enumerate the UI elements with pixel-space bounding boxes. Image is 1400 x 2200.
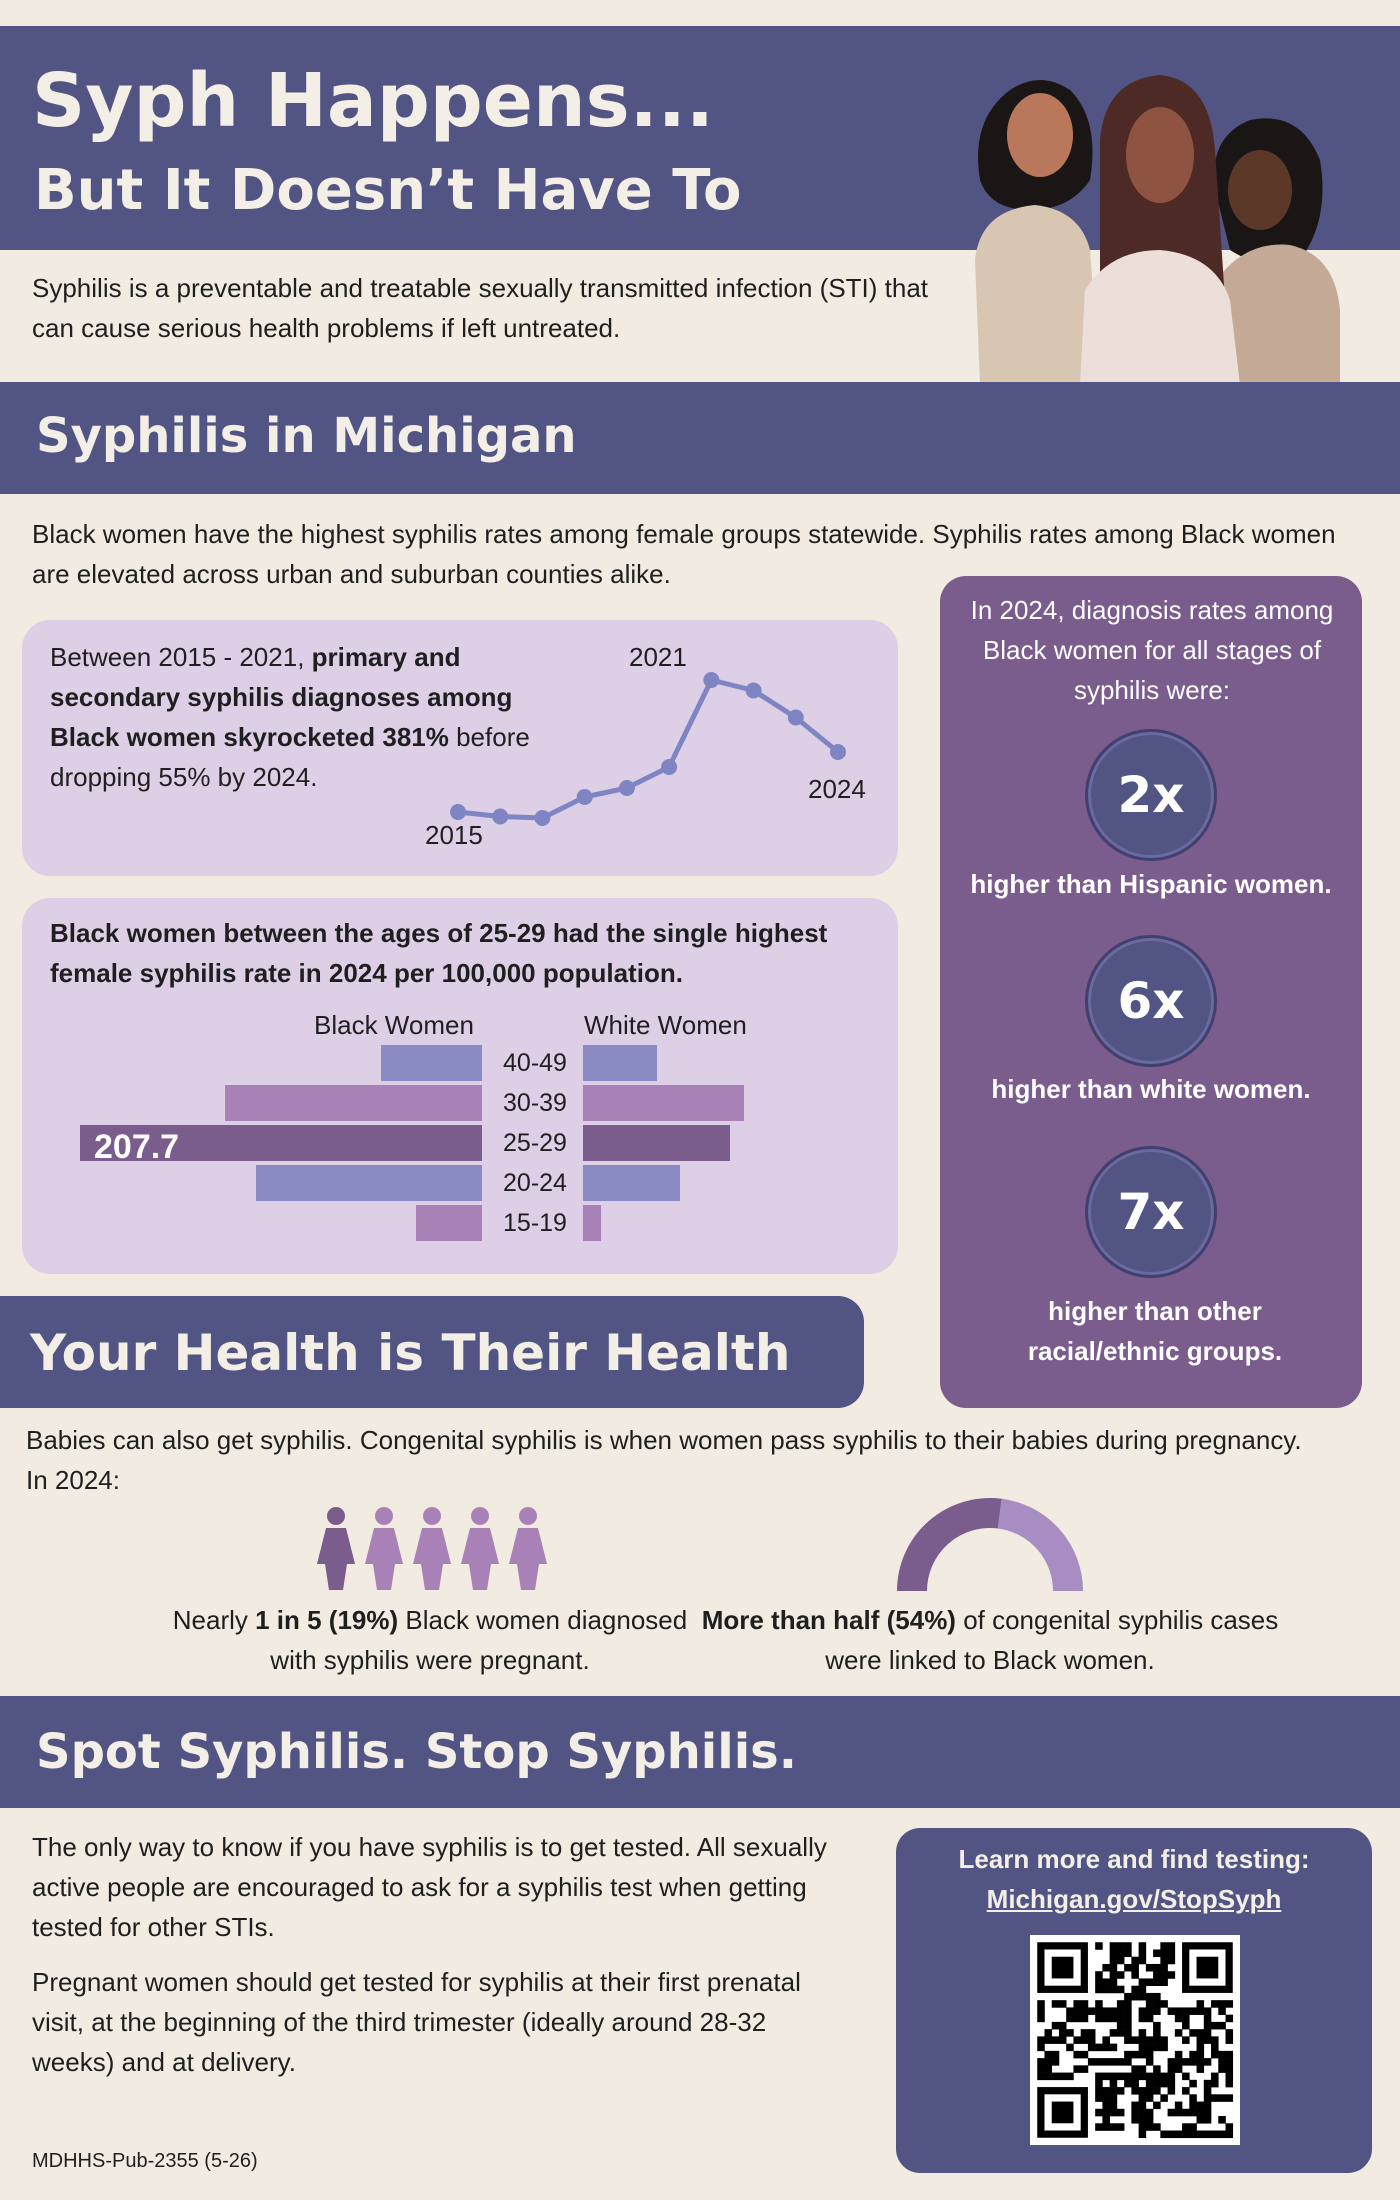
qr-code-pattern	[1037, 1942, 1234, 2139]
congenital-stat-post: of congenital syphilis cases were linked…	[825, 1605, 1279, 1675]
trend-label-2021: 2021	[629, 642, 687, 672]
testing-link[interactable]: Michigan.gov/StopSyph	[986, 1884, 1282, 1914]
age-label-15-19: 15-19	[503, 1209, 567, 1237]
congenital-half-donut	[897, 1498, 1083, 1592]
trend-line-chart	[450, 672, 846, 826]
trend-point-2019	[618, 780, 635, 796]
trend-point-2023	[787, 709, 804, 726]
bar-white-30-39	[583, 1085, 744, 1121]
health-heading: Your Health is Their Health	[30, 1324, 791, 1382]
page-subtitle: But It Doesn’t Have To	[34, 158, 742, 223]
bar-black-40-49	[381, 1045, 482, 1081]
michigan-heading: Syphilis in Michigan	[36, 408, 577, 464]
trend-label-2024: 2024	[808, 774, 866, 804]
health-intro: Babies can also get syphilis. Congenital…	[26, 1425, 1302, 1495]
congenital-stat: More than half (54%) of congenital syphi…	[700, 1600, 1280, 1680]
bar-white-40-49	[583, 1045, 657, 1081]
stat-7x-label: higher than other racial/ethnic groups.	[1027, 1296, 1283, 1366]
trend-text-pre: Between 2015 - 2021,	[50, 642, 312, 672]
stat-2x-label: higher than Hispanic women.	[970, 869, 1332, 899]
bar-black-20-24	[255, 1165, 482, 1201]
bar-white-15-19	[583, 1205, 602, 1241]
trend-point-2018	[576, 789, 593, 805]
stat-6x-badge: 6x	[1085, 935, 1217, 1067]
trend-label-2015: 2015	[425, 820, 483, 850]
stat-2x-badge: 2x	[1085, 729, 1217, 861]
bar-white-25-29	[583, 1125, 731, 1161]
stat-7x-badge: 7x	[1085, 1146, 1217, 1278]
pregnant-stat-pre: Nearly	[172, 1605, 256, 1635]
congenital-stat-bold: More than half (54%)	[701, 1605, 956, 1635]
pregnant-stat-bold: 1 in 5 (19%)	[255, 1605, 399, 1635]
bar-black-30-39	[224, 1085, 482, 1121]
bar-white-20-24	[583, 1165, 680, 1201]
trend-point-2017	[534, 810, 551, 826]
bar-black-25-29	[80, 1125, 482, 1161]
rates-intro: In 2024, diagnosis rates among Black wom…	[970, 595, 1334, 705]
pregnant-stat: Nearly 1 in 5 (19%) Black women diagnose…	[170, 1600, 690, 1680]
qr-code[interactable]	[1030, 1935, 1240, 2145]
trend-line	[457, 677, 840, 821]
trend-point-2022	[745, 682, 762, 699]
spot-paragraph-2: Pregnant women should get tested for syp…	[32, 1967, 801, 2077]
spot-band: Spot Syphilis. Stop Syphilis.	[0, 1696, 1400, 1808]
intro-text: Syphilis is a preventable and treatable …	[32, 273, 929, 343]
trend-point-2016	[492, 808, 509, 825]
page-title: Syph Happens...	[32, 58, 715, 144]
women-illustration	[975, 75, 1340, 385]
women-icon-row	[310, 1506, 560, 1595]
pregnant-stat-post: Black women diagnosed with syphilis were…	[270, 1605, 688, 1675]
donut-black-share	[897, 1498, 1002, 1592]
donut-other-share	[997, 1498, 1083, 1592]
age-label-25-29: 25-29	[503, 1129, 567, 1157]
trend-point-2021	[703, 672, 720, 688]
trend-text: Between 2015 - 2021, primary and seconda…	[50, 637, 540, 797]
trend-point-2015	[450, 804, 466, 820]
trend-text-post: before dropping 55% by 2024.	[50, 722, 530, 792]
spot-heading: Spot Syphilis. Stop Syphilis.	[36, 1724, 797, 1780]
women-icons	[317, 1507, 547, 1590]
stat-6x-label: higher than white women.	[991, 1074, 1311, 1104]
spot-paragraph-1: The only way to know if you have syphili…	[32, 1832, 827, 1942]
age-label-20-24: 20-24	[503, 1169, 567, 1197]
trend-point-2024	[830, 744, 846, 760]
trend-point-2020	[661, 759, 678, 775]
col-white-label: White Women	[584, 1010, 747, 1040]
age-label-40-49: 40-49	[503, 1049, 567, 1077]
michigan-intro: Black women have the highest syphilis ra…	[32, 519, 1336, 589]
trend-text-bold: primary and secondary syphilis diagnoses…	[50, 642, 513, 752]
testing-cta: Learn more and find testing:	[958, 1844, 1310, 1874]
bar-black-15-19	[416, 1205, 482, 1241]
age-label-30-39: 30-39	[503, 1089, 567, 1117]
highlight-value: 207.7	[94, 1128, 180, 1166]
col-black-label: Black Women	[314, 1010, 474, 1040]
michigan-band: Syphilis in Michigan	[0, 382, 1400, 494]
publication-number: MDHHS-Pub-2355 (5-26)	[32, 2150, 258, 2172]
age-text: Black women between the ages of 25-29 ha…	[50, 918, 828, 988]
trend-card	[22, 620, 898, 876]
health-band: Your Health is Their Health	[0, 1296, 864, 1408]
